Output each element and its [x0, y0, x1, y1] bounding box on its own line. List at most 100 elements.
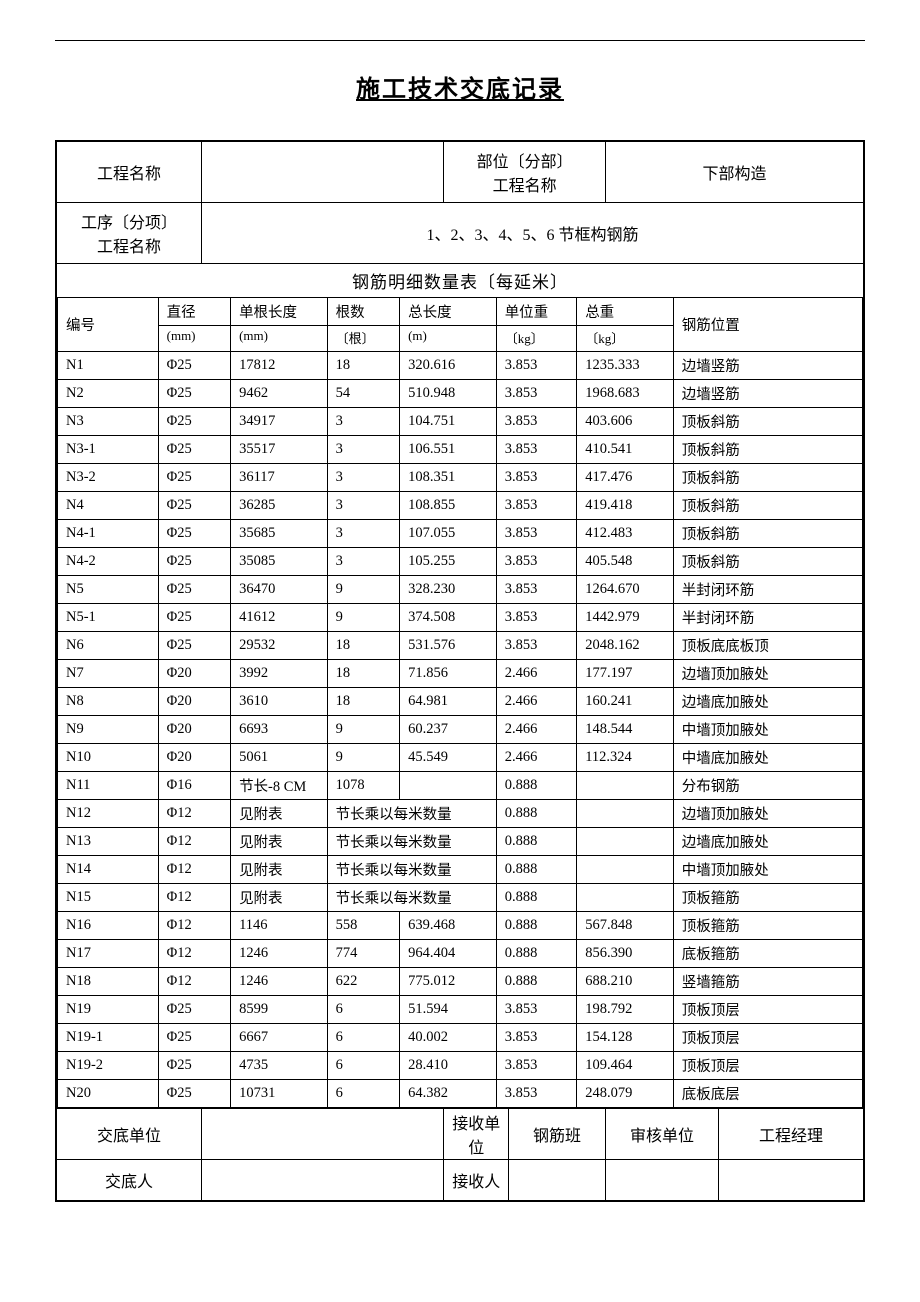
table-cell: 0.888 [496, 968, 577, 996]
table-cell: Φ25 [158, 380, 230, 408]
table-cell [400, 772, 497, 800]
table-cell: 3 [327, 464, 399, 492]
col-totlen-label: 总长度 [400, 298, 497, 326]
table-cell: Φ20 [158, 744, 230, 772]
table-cell: N13 [58, 828, 159, 856]
table-cell: 中墙底加腋处 [673, 744, 862, 772]
table-cell: 964.404 [400, 940, 497, 968]
table-cell: 3 [327, 492, 399, 520]
table-cell: 198.792 [577, 996, 674, 1024]
table-cell: 4735 [231, 1052, 328, 1080]
table-row: N4Φ25362853108.8553.853419.418顶板斜筋 [58, 492, 863, 520]
part-label: 部位〔分部〕 工程名称 [444, 141, 606, 203]
table-cell: 见附表 [231, 828, 328, 856]
table-cell: 2.466 [496, 716, 577, 744]
table-cell: 106.551 [400, 436, 497, 464]
table-row: N5Φ25364709328.2303.8531264.670半封闭环筋 [58, 576, 863, 604]
table-cell: Φ25 [158, 436, 230, 464]
table-cell: 36470 [231, 576, 328, 604]
table-cell: Φ12 [158, 968, 230, 996]
table-cell: Φ25 [158, 408, 230, 436]
table-cell: Φ25 [158, 492, 230, 520]
table-cell: 3.853 [496, 996, 577, 1024]
footer-blank-2 [719, 1160, 864, 1202]
table-cell: 1246 [231, 940, 328, 968]
table-cell: 顶板底底板顶 [673, 632, 862, 660]
table-cell: 边墙竖筋 [673, 380, 862, 408]
col-tw-label: 总重 [577, 298, 674, 326]
table-cell: 节长乘以每米数量 [327, 800, 496, 828]
audit-unit-value: 工程经理 [719, 1109, 864, 1160]
table-cell: 112.324 [577, 744, 674, 772]
col-len-unit: (mm) [231, 326, 328, 352]
audit-unit-label: 审核单位 [605, 1109, 718, 1160]
table-cell: 177.197 [577, 660, 674, 688]
table-row: N19-1Φ256667640.0023.853154.128顶板顶层 [58, 1024, 863, 1052]
detail-section-row: 钢筋明细数量表〔每延米〕 编号 直径 单根长度 根数 总长度 单位重 总重 钢筋… [56, 264, 864, 1109]
table-cell: 底板底层 [673, 1080, 862, 1108]
table-cell: 18 [327, 660, 399, 688]
table-cell: 3 [327, 520, 399, 548]
table-cell: 107.055 [400, 520, 497, 548]
table-cell: N9 [58, 716, 159, 744]
table-cell: 顶板斜筋 [673, 492, 862, 520]
table-cell: 见附表 [231, 800, 328, 828]
table-cell: 0.888 [496, 884, 577, 912]
table-cell: Φ12 [158, 828, 230, 856]
table-cell: Φ25 [158, 1080, 230, 1108]
table-cell: 1264.670 [577, 576, 674, 604]
footer-row-1: 交底单位 接收单位 钢筋班 审核单位 工程经理 [56, 1109, 864, 1160]
table-cell: 3610 [231, 688, 328, 716]
table-cell [577, 800, 674, 828]
table-cell: Φ25 [158, 632, 230, 660]
table-cell: 567.848 [577, 912, 674, 940]
part-label-line2: 工程名称 [493, 178, 557, 195]
table-cell: 边墙底加腋处 [673, 828, 862, 856]
table-cell: 35685 [231, 520, 328, 548]
footer-row-2: 交底人 接收人 [56, 1160, 864, 1202]
table-cell: 109.464 [577, 1052, 674, 1080]
table-row: N3-1Φ25355173106.5513.853410.541顶板斜筋 [58, 436, 863, 464]
table-cell: 底板箍筋 [673, 940, 862, 968]
table-cell: 688.210 [577, 968, 674, 996]
table-cell: N11 [58, 772, 159, 800]
table-cell: 18 [327, 632, 399, 660]
table-cell: 856.390 [577, 940, 674, 968]
process-label-line2: 工程名称 [97, 239, 161, 256]
table-cell: 9 [327, 716, 399, 744]
table-cell: 64.981 [400, 688, 497, 716]
table-cell: 3992 [231, 660, 328, 688]
receive-person-cell: 接收人 [444, 1160, 606, 1202]
table-cell: 35085 [231, 548, 328, 576]
table-cell: Φ12 [158, 912, 230, 940]
table-cell: 6 [327, 996, 399, 1024]
table-cell: 顶板斜筋 [673, 548, 862, 576]
table-cell: 160.241 [577, 688, 674, 716]
table-cell: 403.606 [577, 408, 674, 436]
table-cell: 顶板斜筋 [673, 520, 862, 548]
process-row: 工序〔分项〕 工程名称 1、2、3、4、5、6 节框构钢筋 [56, 203, 864, 264]
table-cell: 5061 [231, 744, 328, 772]
table-row: N9Φ206693960.2372.466148.544中墙顶加腋处 [58, 716, 863, 744]
table-cell: 3.853 [496, 632, 577, 660]
table-cell: 6 [327, 1052, 399, 1080]
table-cell: 3.853 [496, 1080, 577, 1108]
part-label-line1: 部位〔分部〕 [477, 154, 573, 171]
table-row: N10Φ205061945.5492.466112.324中墙底加腋处 [58, 744, 863, 772]
table-cell: 17812 [231, 352, 328, 380]
table-cell: 45.549 [400, 744, 497, 772]
process-label: 工序〔分项〕 工程名称 [56, 203, 201, 264]
table-cell: 分布钢筋 [673, 772, 862, 800]
receive-audit-cell: 接收单位 钢筋班 [444, 1109, 606, 1160]
page-top-rule [55, 40, 865, 41]
table-row: N6Φ252953218531.5763.8532048.162顶板底底板顶 [58, 632, 863, 660]
table-row: N8Φ2036101864.9812.466160.241边墙底加腋处 [58, 688, 863, 716]
table-cell: 0.888 [496, 940, 577, 968]
table-cell: 1442.979 [577, 604, 674, 632]
col-dia-label: 直径 [158, 298, 230, 326]
table-cell: N19-1 [58, 1024, 159, 1052]
table-cell: Φ25 [158, 996, 230, 1024]
table-row: N2Φ25946254510.9483.8531968.683边墙竖筋 [58, 380, 863, 408]
table-cell: 3.853 [496, 408, 577, 436]
table-cell: N5-1 [58, 604, 159, 632]
